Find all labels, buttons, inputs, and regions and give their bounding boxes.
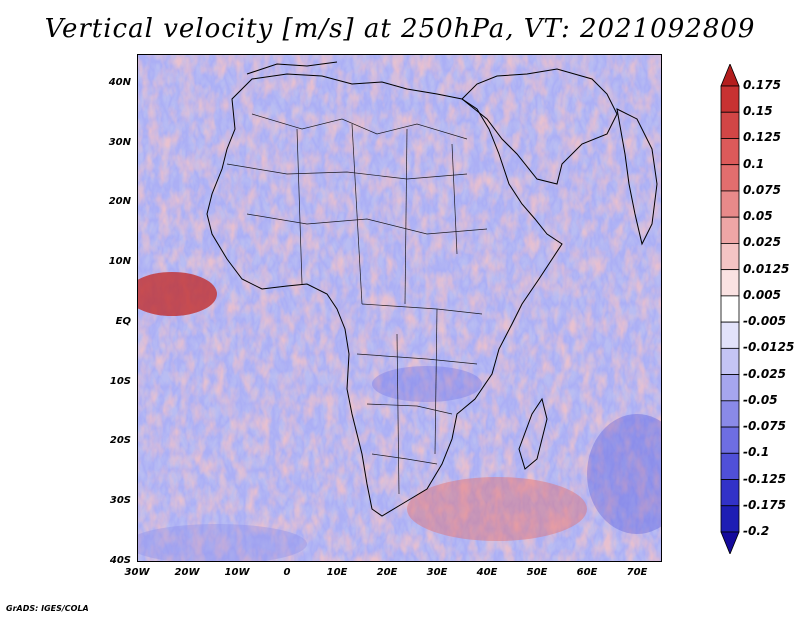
colorbar-swatch bbox=[720, 85, 740, 113]
colorbar-swatch bbox=[720, 426, 740, 454]
colorbar-swatch bbox=[720, 243, 740, 271]
colorbar-tick-label: -0.2 bbox=[743, 524, 770, 538]
colorbar-swatch bbox=[720, 347, 740, 375]
longitude-tick-label: 50E bbox=[526, 567, 548, 578]
colorbar-tick-label: 0.0125 bbox=[743, 261, 790, 276]
east-africa-minimum bbox=[372, 366, 482, 402]
latitude-tick-label: 10S bbox=[109, 375, 131, 387]
latitude-tick-label: 10N bbox=[108, 256, 131, 268]
latitude-tick-label: 40S bbox=[109, 555, 131, 566]
colorbar-tick-label: -0.175 bbox=[743, 497, 786, 512]
colorbar-tick-label: 0.175 bbox=[743, 78, 781, 92]
colorbar-tick-label: -0.05 bbox=[743, 392, 778, 407]
colorbar-tick-label: 0.125 bbox=[743, 130, 781, 145]
colorbar-tick-label: 0.005 bbox=[743, 287, 781, 302]
latitude-tick-label: 40N bbox=[108, 76, 131, 88]
colorbar-swatch bbox=[720, 164, 740, 192]
southeast-minimum bbox=[587, 414, 662, 534]
latitude-tick-label: 30N bbox=[108, 136, 131, 148]
colorbar-tick-label: -0.1 bbox=[743, 445, 770, 460]
longitude-tick-label: 20E bbox=[376, 567, 398, 578]
map-frame bbox=[137, 54, 662, 562]
colorbar-swatch bbox=[720, 479, 740, 507]
southwest-minimum bbox=[137, 524, 307, 562]
grads-credit: GrADS: IGES/COLA bbox=[6, 604, 89, 613]
colorbar-swatch bbox=[720, 190, 740, 218]
longitude-tick-label: 70E bbox=[626, 567, 648, 578]
longitude-tick-label: 20W bbox=[174, 567, 200, 578]
colorbar-swatch bbox=[720, 452, 740, 480]
colorbar-tick-label: 0.15 bbox=[743, 104, 773, 119]
colorbar-swatch bbox=[720, 531, 740, 554]
longitude-tick-label: 30E bbox=[426, 567, 448, 578]
longitude-tick-label: 10W bbox=[224, 567, 250, 578]
arabia-middle-east-coastline bbox=[461, 68, 618, 185]
colorbar-tick-label: -0.0125 bbox=[743, 340, 795, 355]
map-panel[interactable] bbox=[137, 54, 662, 562]
colorbar-swatch bbox=[720, 321, 740, 349]
africa-coastline bbox=[206, 73, 563, 517]
europe-coastline bbox=[246, 61, 338, 75]
colorbar-swatch bbox=[720, 295, 740, 323]
latitude-tick-label: 20S bbox=[109, 435, 131, 447]
colorbar-tick-label: 0.075 bbox=[743, 182, 781, 197]
colorbar-tick-label: 0.1 bbox=[743, 156, 765, 171]
colorbar-tick-label: 0.025 bbox=[743, 235, 781, 250]
equatorial-atlantic-maximum bbox=[137, 272, 217, 316]
colorbar-swatch bbox=[720, 505, 740, 533]
longitude-tick-label: 30W bbox=[124, 567, 150, 578]
colorbar-swatch bbox=[720, 64, 740, 87]
colorbar-swatch bbox=[720, 400, 740, 428]
colorbar-tick-label: 0.05 bbox=[743, 209, 773, 224]
colorbar-swatch bbox=[720, 111, 740, 139]
india-coastline bbox=[616, 108, 658, 246]
colorbar-tick-label: -0.005 bbox=[743, 314, 786, 329]
colorbar-tick-label: -0.075 bbox=[743, 419, 786, 434]
country-borders bbox=[226, 113, 488, 495]
longitude-tick-label: 40E bbox=[476, 567, 498, 578]
longitude-tick-label: 10E bbox=[326, 567, 348, 578]
colorbar-swatch bbox=[720, 138, 740, 166]
colorbar bbox=[720, 64, 740, 554]
south-indian-ocean-maximum bbox=[407, 477, 587, 541]
colorbar-swatch bbox=[720, 216, 740, 244]
latitude-tick-label: 20N bbox=[108, 196, 131, 208]
colorbar-tick-label: -0.125 bbox=[743, 471, 786, 486]
longitude-tick-label: 60E bbox=[576, 567, 598, 578]
chart-title: Vertical velocity [m/s] at 250hPa, VT: 2… bbox=[44, 14, 756, 44]
latitude-tick-label: EQ bbox=[115, 315, 131, 327]
colorbar-tick-label: -0.025 bbox=[743, 366, 786, 381]
latitude-tick-label: 30S bbox=[109, 495, 131, 507]
upward-motion-texture bbox=[137, 54, 662, 562]
colorbar-swatch bbox=[720, 374, 740, 402]
coastlines bbox=[206, 61, 658, 517]
madagascar-coastline bbox=[518, 397, 548, 470]
colorbar-swatch bbox=[720, 269, 740, 297]
longitude-tick-label: 0 bbox=[283, 567, 291, 578]
